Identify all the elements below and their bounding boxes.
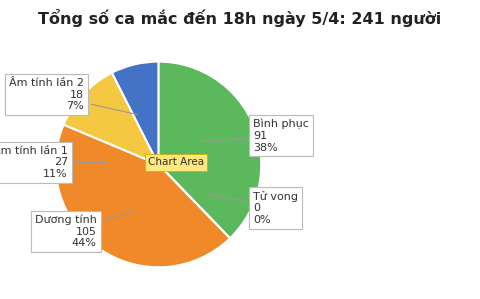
Text: Chart Area: Chart Area — [148, 157, 204, 167]
Text: Tử vong
0
0%: Tử vong 0 0% — [207, 190, 298, 225]
Wedge shape — [112, 62, 158, 164]
Text: Tổng số ca mắc đến 18h ngày 5/4: 241 người: Tổng số ca mắc đến 18h ngày 5/4: 241 ngư… — [38, 9, 442, 27]
Wedge shape — [158, 62, 261, 238]
Wedge shape — [158, 164, 230, 238]
Text: Âm tính lần 2
18
7%: Âm tính lần 2 18 7% — [9, 78, 137, 115]
Text: Bình phục
91
38%: Bình phục 91 38% — [197, 119, 309, 152]
Wedge shape — [56, 125, 230, 267]
Wedge shape — [63, 73, 158, 164]
Text: Âm tính lần 1
27
11%: Âm tính lần 1 27 11% — [0, 146, 106, 179]
Text: Dương tính
105
44%: Dương tính 105 44% — [35, 211, 133, 248]
